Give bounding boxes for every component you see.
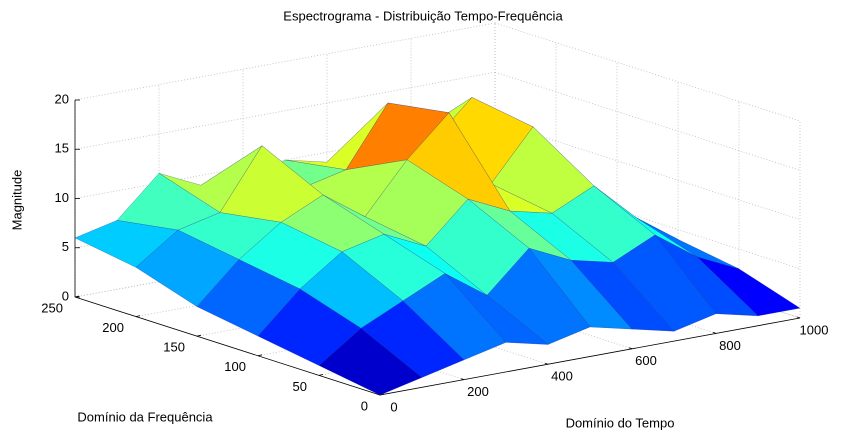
x-tick — [796, 316, 801, 319]
x-tick-label: 600 — [635, 353, 657, 368]
z-tick-label: 5 — [62, 239, 69, 254]
x-tick — [460, 378, 465, 380]
grid-line — [74, 22, 496, 101]
x-tick — [544, 362, 549, 365]
x-tick-label: 1000 — [800, 322, 829, 337]
y-tick-label: 150 — [163, 340, 185, 355]
x-tick-label: 800 — [719, 338, 741, 353]
grid-line — [494, 22, 801, 122]
z-tick-label: 0 — [62, 288, 69, 303]
y-axis-label: Domínio da Frequência — [77, 409, 213, 424]
y-tick-label: 50 — [293, 379, 307, 394]
y-tick-label: 0 — [361, 398, 368, 413]
x-axis-label: Domínio do Tempo — [566, 415, 675, 430]
y-tick-label: 100 — [224, 359, 246, 374]
y-axis — [74, 296, 381, 396]
y-tick — [318, 374, 324, 376]
z-axis-label: Magnitude — [9, 170, 24, 231]
x-tick — [628, 347, 633, 350]
y-tick — [257, 354, 263, 357]
z-tick-label: 15 — [55, 141, 69, 156]
x-tick — [712, 332, 717, 334]
x-axis — [379, 317, 801, 396]
z-tick-label: 20 — [55, 91, 69, 106]
y-tick-label: 250 — [41, 300, 63, 315]
chart-title: Espectrograma - Distribuição Tempo-Frequ… — [283, 8, 563, 23]
z-tick-label: 10 — [55, 190, 69, 205]
y-tick — [135, 315, 141, 317]
y-tick-label: 200 — [102, 320, 124, 335]
x-tick-label: 0 — [390, 399, 397, 414]
y-tick — [196, 334, 202, 337]
x-tick-label: 400 — [551, 369, 573, 384]
x-tick-label: 200 — [467, 384, 489, 399]
surface-patch — [318, 328, 423, 396]
grid-line — [74, 71, 496, 150]
